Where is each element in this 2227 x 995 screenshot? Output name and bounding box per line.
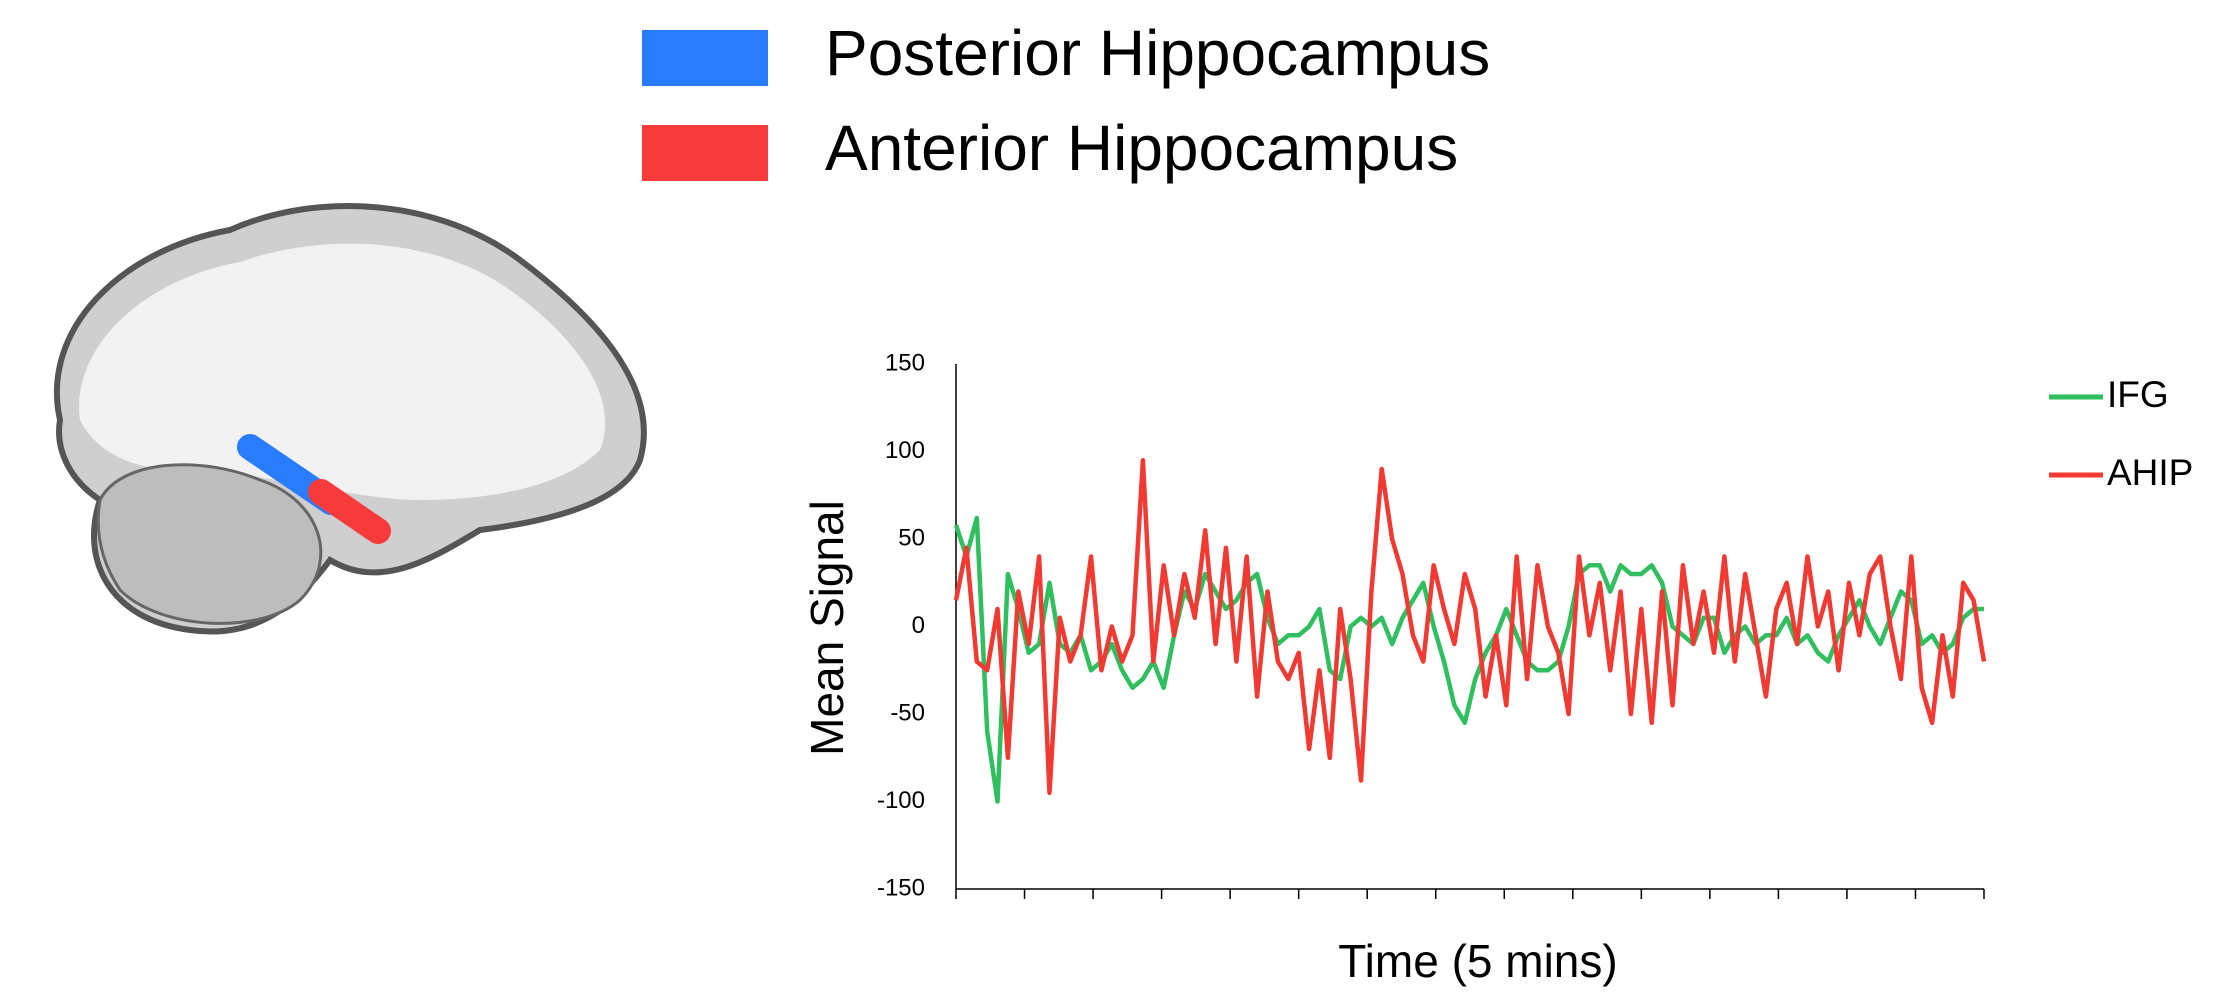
legend-label: AHIP <box>2107 452 2193 493</box>
legend-label: IFG <box>2107 374 2169 415</box>
y-axis-title: Mean Signal <box>801 500 853 756</box>
legend-swatch <box>642 30 768 86</box>
y-tick-label: -150 <box>877 874 925 901</box>
legend-label: Posterior Hippocampus <box>825 17 1490 89</box>
y-tick-label: 100 <box>885 437 925 464</box>
y-tick-label: 150 <box>885 349 925 376</box>
legend-swatch <box>642 125 768 181</box>
y-tick-label: 50 <box>898 524 925 551</box>
brain-image <box>57 206 644 632</box>
series-line <box>956 460 1984 793</box>
y-tick-label: -50 <box>890 699 925 726</box>
x-axis-title: Time (5 mins) <box>1338 935 1617 987</box>
chart: Mean Signal Time (5 mins) -150 -100 -50 0 50… <box>801 349 2193 987</box>
series-line <box>956 518 1984 802</box>
top-legend: Posterior Hippocampus Anterior Hippocampu… <box>642 17 1490 184</box>
page: Posterior Hippocampus Anterior Hippocampu… <box>0 0 2227 995</box>
legend-label: Anterior Hippocampus <box>825 112 1458 184</box>
y-tick-label: -100 <box>877 787 925 814</box>
figure: Posterior Hippocampus Anterior Hippocampu… <box>0 0 2227 995</box>
y-tick-label: 0 <box>912 612 925 639</box>
